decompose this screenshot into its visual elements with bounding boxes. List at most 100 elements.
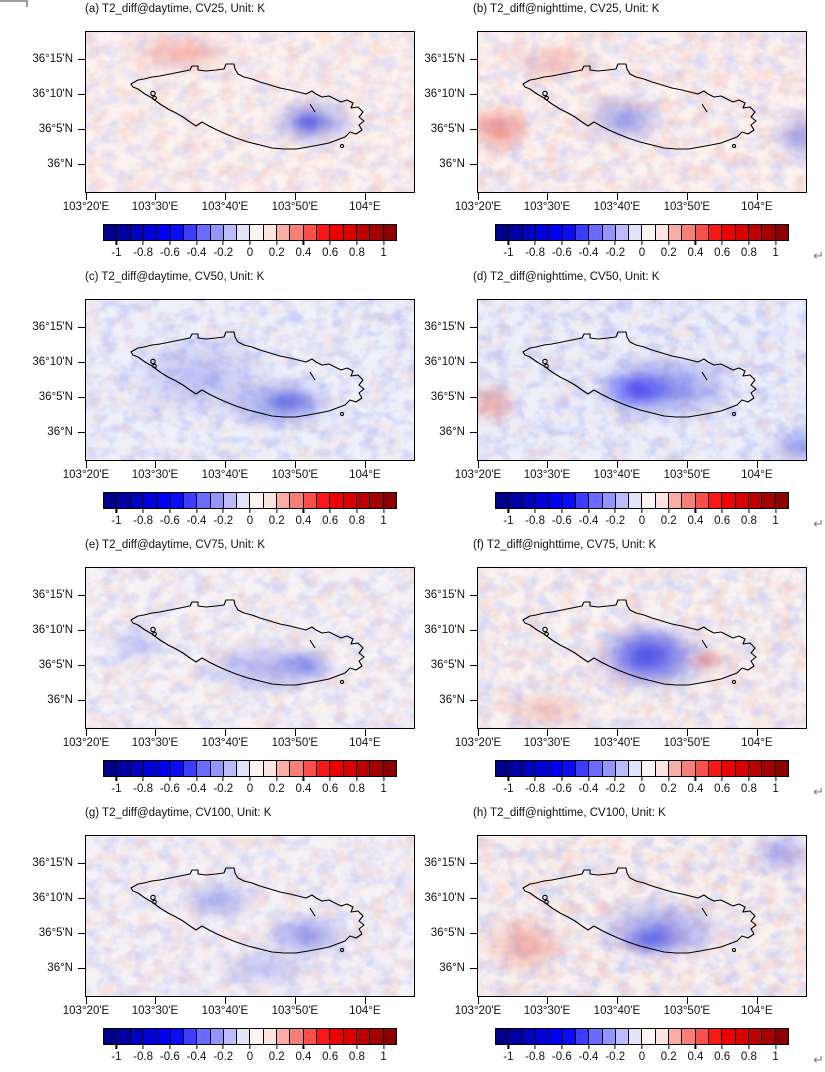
colorbar-tick-label: -0.8 [133, 515, 153, 527]
colorbar: -1 -0.8 -0.6 -0.4 -0.2 0 0.2 0.4 0.6 0.8 1 [495, 492, 789, 532]
x-tick-label: 104°E [349, 1005, 381, 1017]
plot-area: 36°15'N 36°10'N 36°5'N 36°N [0, 835, 415, 1017]
x-tick-mark [686, 997, 689, 1004]
colorbar-cell [157, 493, 171, 508]
panel-title: (a) T2_diff@daytime, CV25, Unit: K [85, 3, 265, 15]
x-tick-mark [686, 193, 689, 200]
x-tick-mark [85, 461, 88, 468]
colorbar-tick-label: -0.6 [551, 247, 572, 259]
region-boundary-outline [130, 331, 365, 418]
colorbar-cell [277, 761, 291, 776]
colorbar-tick-mark [142, 509, 144, 513]
colorbar-cell [509, 493, 523, 508]
plot-area: 36°15'N 36°10'N 36°5'N 36°N [415, 835, 825, 1017]
colorbar-tick-mark [222, 509, 224, 513]
colorbar-tick-label: 0 [246, 783, 254, 795]
colorbar-tick-label: -0.4 [186, 1051, 207, 1063]
x-tick-label: 103°30'E [523, 1005, 571, 1017]
colorbar-tick-mark [302, 1045, 305, 1049]
colorbar-tick-label: 0.6 [322, 783, 339, 795]
x-tick-label: 103°20'E [62, 201, 110, 213]
x-tick-label: 103°50'E [271, 201, 319, 213]
x-tick-mark [477, 997, 480, 1004]
colorbar-cell [722, 493, 736, 508]
plot-area: 36°15'N 36°10'N 36°5'N 36°N [0, 299, 415, 481]
colorbar-tick-mark [641, 509, 643, 513]
colorbar-cell [642, 493, 656, 508]
y-tick-mark [78, 58, 85, 60]
colorbar-tick-mark [276, 241, 278, 245]
colorbar-tick-mark [748, 1045, 750, 1049]
map-panel: (c) T2_diff@daytime, CV50, Unit: K 36°15… [0, 268, 415, 536]
colorbar-tick-mark [534, 777, 536, 781]
map-panel: (a) T2_diff@daytime, CV25, Unit: K 36°15… [0, 0, 415, 268]
colorbar-cell [290, 761, 304, 776]
colorbar-tick-label: 0.8 [348, 783, 365, 795]
x-tick-mark [616, 997, 619, 1004]
colorbar-tick-label: -0.6 [159, 247, 180, 259]
x-tick-label: 103°50'E [663, 469, 711, 481]
x-tick-mark [756, 729, 759, 736]
colorbar-tick-label: -0.4 [186, 515, 207, 527]
colorbar-cell [197, 225, 211, 240]
colorbar-cell [535, 493, 550, 508]
colorbar-cell [562, 225, 576, 240]
y-tick-mark [78, 93, 85, 95]
colorbar-tick-label: 0.2 [660, 247, 677, 259]
colorbar-tick-label: -0.4 [578, 515, 599, 527]
colorbar-tick-mark [534, 1045, 536, 1049]
colorbar-tick-label: 0.2 [268, 783, 285, 795]
colorbar-cell [629, 493, 643, 508]
colorbar-cell [722, 1029, 736, 1044]
colorbar: -1 -0.8 -0.6 -0.4 -0.2 0 0.2 0.4 0.6 0.8 1 [103, 760, 397, 800]
colorbar-tick-mark [356, 509, 358, 513]
colorbar-cell [143, 761, 158, 776]
colorbar-tick-mark [142, 241, 144, 245]
y-tick-mark [470, 361, 477, 363]
region-boundary-outline [522, 63, 757, 150]
colorbar-tick-mark [614, 241, 616, 245]
x-tick-label: 104°E [741, 737, 773, 749]
x-tick-mark [224, 729, 227, 736]
plot-area: 36°15'N 36°10'N 36°5'N 36°N [415, 31, 825, 213]
colorbar-tick-label: -0.4 [578, 1051, 599, 1063]
colorbar-cell [735, 493, 749, 508]
colorbar-tick-label: -1 [503, 515, 514, 527]
colorbar-tick-label: -0.4 [186, 783, 207, 795]
y-tick-label: 36°N [439, 426, 465, 438]
map-frame: 103°20'E 103°30'E 103°40'E 103°50'E 104°E [63, 835, 415, 1017]
colorbar-tick-mark [222, 777, 224, 781]
colorbar-tick-mark [775, 1045, 777, 1049]
x-tick-mark [364, 461, 367, 468]
colorbar-tick-mark [775, 241, 777, 245]
colorbar-tick-mark [721, 509, 723, 513]
colorbar-tick-mark [748, 241, 750, 245]
colorbar-cell [735, 761, 749, 776]
colorbar-cell [277, 1029, 291, 1044]
map-panel: (d) T2_diff@nighttime, CV50, Unit: K 36°… [415, 268, 825, 536]
colorbar-tick-label: -0.2 [605, 1051, 626, 1063]
map-area [85, 31, 415, 193]
line-break-mark: ↵ [813, 784, 824, 799]
colorbar-tick-label: -0.4 [578, 247, 599, 259]
colorbar-cell [263, 225, 278, 240]
colorbar-cell [343, 1029, 357, 1044]
y-tick-label: 36°15'N [32, 321, 73, 334]
colorbar-cell [655, 1029, 670, 1044]
y-tick-mark [78, 967, 85, 969]
colorbar-cell [290, 1029, 304, 1044]
colorbar-cell [330, 225, 344, 240]
colorbar-tick-mark [668, 777, 670, 781]
colorbar-cell [317, 1029, 331, 1044]
colorbar-tick-label: 0.6 [322, 515, 339, 527]
x-tick-label: 103°50'E [663, 201, 711, 213]
x-tick-label: 103°50'E [271, 1005, 319, 1017]
colorbar-tick-label: -1 [503, 783, 514, 795]
colorbar-cell [522, 493, 536, 508]
y-tick-mark [78, 163, 85, 165]
colorbar-tick-label: 0.8 [740, 1051, 757, 1063]
colorbar-cell [589, 225, 603, 240]
colorbar-tick-mark [507, 509, 509, 513]
colorbar-tick-mark [249, 777, 251, 781]
colorbar-cell [775, 493, 788, 508]
